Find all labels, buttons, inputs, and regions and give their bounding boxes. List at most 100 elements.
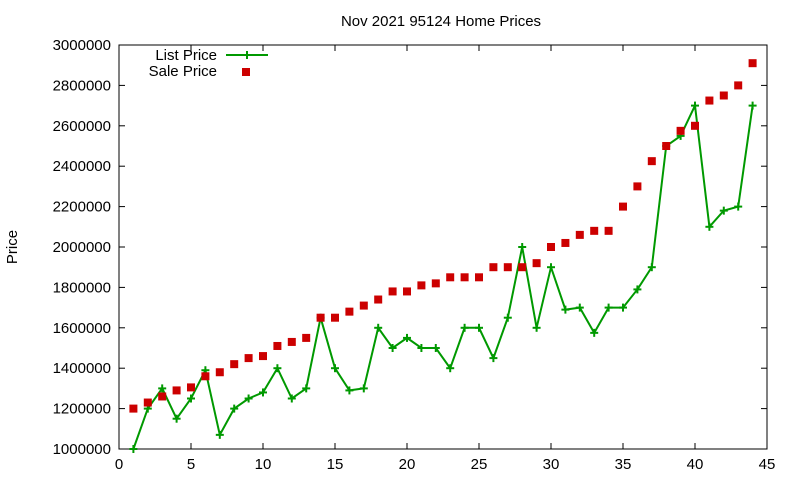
point-list-price bbox=[287, 394, 296, 403]
point-list-price bbox=[705, 222, 714, 231]
point-list-price bbox=[215, 430, 224, 439]
y-tick-label: 1400000 bbox=[53, 360, 111, 377]
y-tick-label: 1000000 bbox=[53, 441, 111, 458]
point-sale-price bbox=[489, 263, 498, 272]
point-sale-price bbox=[201, 372, 210, 381]
point-sale-price bbox=[158, 392, 167, 401]
point-list-price bbox=[590, 328, 599, 337]
point-sale-price bbox=[691, 121, 699, 130]
x-tick-label: 20 bbox=[399, 456, 416, 473]
point-sale-price bbox=[575, 230, 584, 239]
point-list-price bbox=[532, 323, 541, 332]
x-tick-label: 0 bbox=[115, 456, 123, 473]
y-tick-label: 2600000 bbox=[53, 118, 111, 135]
point-list-price bbox=[647, 263, 656, 272]
point-sale-price bbox=[244, 354, 253, 363]
point-list-price bbox=[158, 384, 167, 393]
point-list-price bbox=[633, 285, 642, 294]
point-list-price bbox=[388, 344, 397, 352]
legend-label-sale-price: Sale Price bbox=[149, 63, 217, 80]
point-sale-price bbox=[676, 126, 685, 135]
x-tick-label: 45 bbox=[759, 456, 776, 473]
y-tick-label: 2000000 bbox=[53, 239, 111, 256]
y-tick-label: 2400000 bbox=[53, 158, 111, 175]
legend-marker-sale-price bbox=[242, 68, 250, 76]
point-list-price bbox=[503, 313, 512, 322]
x-tick-label: 35 bbox=[615, 456, 632, 473]
point-sale-price bbox=[417, 281, 426, 290]
point-list-price bbox=[619, 303, 627, 312]
point-list-price bbox=[417, 344, 426, 352]
point-list-price bbox=[460, 323, 469, 332]
y-tick-label: 2200000 bbox=[53, 199, 111, 216]
point-list-price bbox=[230, 404, 239, 413]
point-list-price bbox=[374, 323, 383, 332]
point-sale-price bbox=[374, 295, 383, 304]
point-list-price bbox=[172, 414, 181, 423]
y-tick-label: 2800000 bbox=[53, 77, 111, 94]
point-sale-price bbox=[518, 263, 527, 272]
point-sale-price bbox=[561, 238, 570, 247]
point-sale-price bbox=[287, 337, 296, 346]
point-list-price bbox=[431, 344, 440, 352]
point-sale-price bbox=[273, 341, 282, 350]
point-sale-price bbox=[547, 243, 555, 251]
point-list-price bbox=[331, 364, 339, 373]
y-tick-label: 1200000 bbox=[53, 401, 111, 418]
y-tick-label: 1800000 bbox=[53, 279, 111, 296]
point-sale-price bbox=[748, 59, 757, 68]
point-list-price bbox=[244, 394, 253, 403]
point-sale-price bbox=[345, 307, 354, 316]
y-axis: 1000000 1200000 1400000 1600000 1800000 20000… bbox=[53, 37, 767, 458]
legend-marker-list-price bbox=[243, 51, 251, 59]
series-layer bbox=[129, 59, 757, 453]
point-list-price bbox=[734, 202, 743, 211]
point-sale-price bbox=[734, 81, 743, 90]
point-list-price bbox=[604, 303, 613, 312]
point-sale-price bbox=[431, 279, 440, 288]
point-list-price bbox=[187, 394, 195, 403]
point-sale-price bbox=[662, 142, 671, 150]
point-list-price bbox=[446, 364, 455, 373]
legend: List Price Sale Price bbox=[149, 47, 268, 80]
x-tick-label: 40 bbox=[687, 456, 704, 473]
point-list-price bbox=[259, 388, 267, 397]
chart-title: Nov 2021 95124 Home Prices bbox=[341, 13, 541, 30]
x-tick-label: 5 bbox=[187, 456, 195, 473]
x-tick-label: 15 bbox=[327, 456, 344, 473]
point-sale-price bbox=[172, 386, 181, 395]
x-axis: 0 5 10 15 20 25 30 35 40 45 bbox=[115, 45, 776, 473]
point-sale-price bbox=[619, 202, 627, 211]
point-sale-price bbox=[633, 182, 642, 191]
point-list-price bbox=[302, 384, 311, 393]
y-tick-label: 3000000 bbox=[53, 37, 111, 54]
point-list-price bbox=[345, 386, 354, 395]
point-sale-price bbox=[129, 404, 138, 413]
legend-label-list-price: List Price bbox=[155, 47, 217, 64]
point-list-price bbox=[489, 354, 498, 363]
point-sale-price bbox=[143, 398, 152, 407]
point-sale-price bbox=[331, 313, 339, 322]
point-list-price bbox=[575, 303, 584, 312]
point-sale-price bbox=[719, 91, 728, 100]
point-list-price bbox=[403, 333, 411, 342]
point-sale-price bbox=[590, 226, 599, 235]
point-sale-price bbox=[532, 259, 541, 268]
point-list-price bbox=[748, 101, 757, 110]
point-list-price bbox=[273, 364, 282, 373]
x-tick-label: 25 bbox=[471, 456, 488, 473]
point-sale-price bbox=[503, 263, 512, 272]
point-list-price bbox=[719, 206, 728, 215]
point-sale-price bbox=[460, 273, 469, 282]
point-sale-price bbox=[475, 273, 483, 282]
point-list-price bbox=[561, 305, 570, 314]
x-tick-label: 30 bbox=[543, 456, 560, 473]
point-list-price bbox=[691, 101, 699, 110]
point-sale-price bbox=[604, 226, 613, 235]
point-sale-price bbox=[359, 301, 368, 310]
point-list-price bbox=[129, 445, 138, 453]
point-list-price bbox=[475, 323, 483, 332]
point-sale-price bbox=[215, 368, 224, 377]
y-tick-label: 1600000 bbox=[53, 320, 111, 337]
